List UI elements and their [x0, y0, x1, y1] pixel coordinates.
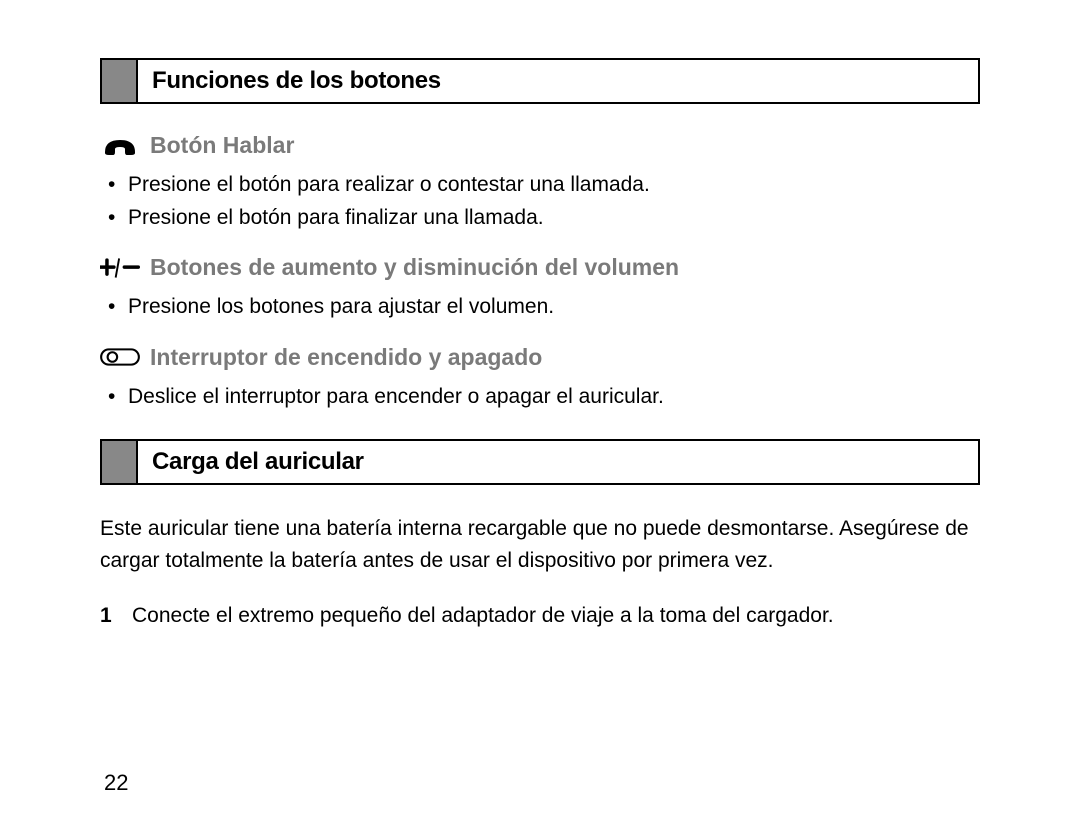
section-header-title: Funciones de los botones — [138, 60, 441, 102]
bullet-list-volume: Presione los botones para ajustar el vol… — [100, 291, 980, 324]
section-header-charging: Carga del auricular — [100, 439, 980, 485]
page-number: 22 — [104, 770, 128, 796]
section-header-title: Carga del auricular — [138, 441, 364, 483]
subsection-volume-buttons: Botones de aumento y disminución del vol… — [100, 254, 980, 324]
phone-handset-icon — [100, 134, 140, 158]
bullet-list-talk: Presione el botón para realizar o contes… — [100, 169, 980, 234]
section-header-tab — [102, 441, 138, 483]
subsection-heading-label: Interruptor de encendido y apagado — [150, 344, 542, 371]
plus-minus-icon — [100, 256, 140, 280]
subsection-talk-button: Botón Hablar Presione el botón para real… — [100, 132, 980, 234]
step-number: 1 — [100, 600, 114, 632]
charging-intro-text: Este auricular tiene una batería interna… — [100, 513, 980, 576]
bullet-item: Deslice el interruptor para encender o a… — [108, 381, 980, 414]
subsection-heading-power: Interruptor de encendido y apagado — [100, 344, 980, 371]
numbered-step: 1 Conecte el extremo pequeño del adaptad… — [100, 600, 980, 632]
manual-page: Funciones de los botones Botón Hablar Pr… — [0, 0, 1080, 632]
section-header-button-functions: Funciones de los botones — [100, 58, 980, 104]
bullet-item: Presione el botón para realizar o contes… — [108, 169, 980, 202]
bullet-list-power: Deslice el interruptor para encender o a… — [100, 381, 980, 414]
subsection-power-switch: Interruptor de encendido y apagado Desli… — [100, 344, 980, 414]
bullet-item: Presione el botón para finalizar una lla… — [108, 202, 980, 235]
bullet-item: Presione los botones para ajustar el vol… — [108, 291, 980, 324]
subsection-heading-talk: Botón Hablar — [100, 132, 980, 159]
subsection-heading-label: Botón Hablar — [150, 132, 294, 159]
section-header-tab — [102, 60, 138, 102]
subsection-heading-volume: Botones de aumento y disminución del vol… — [100, 254, 980, 281]
power-switch-icon — [100, 345, 140, 369]
step-text: Conecte el extremo pequeño del adaptador… — [132, 600, 834, 632]
subsection-heading-label: Botones de aumento y disminución del vol… — [150, 254, 679, 281]
